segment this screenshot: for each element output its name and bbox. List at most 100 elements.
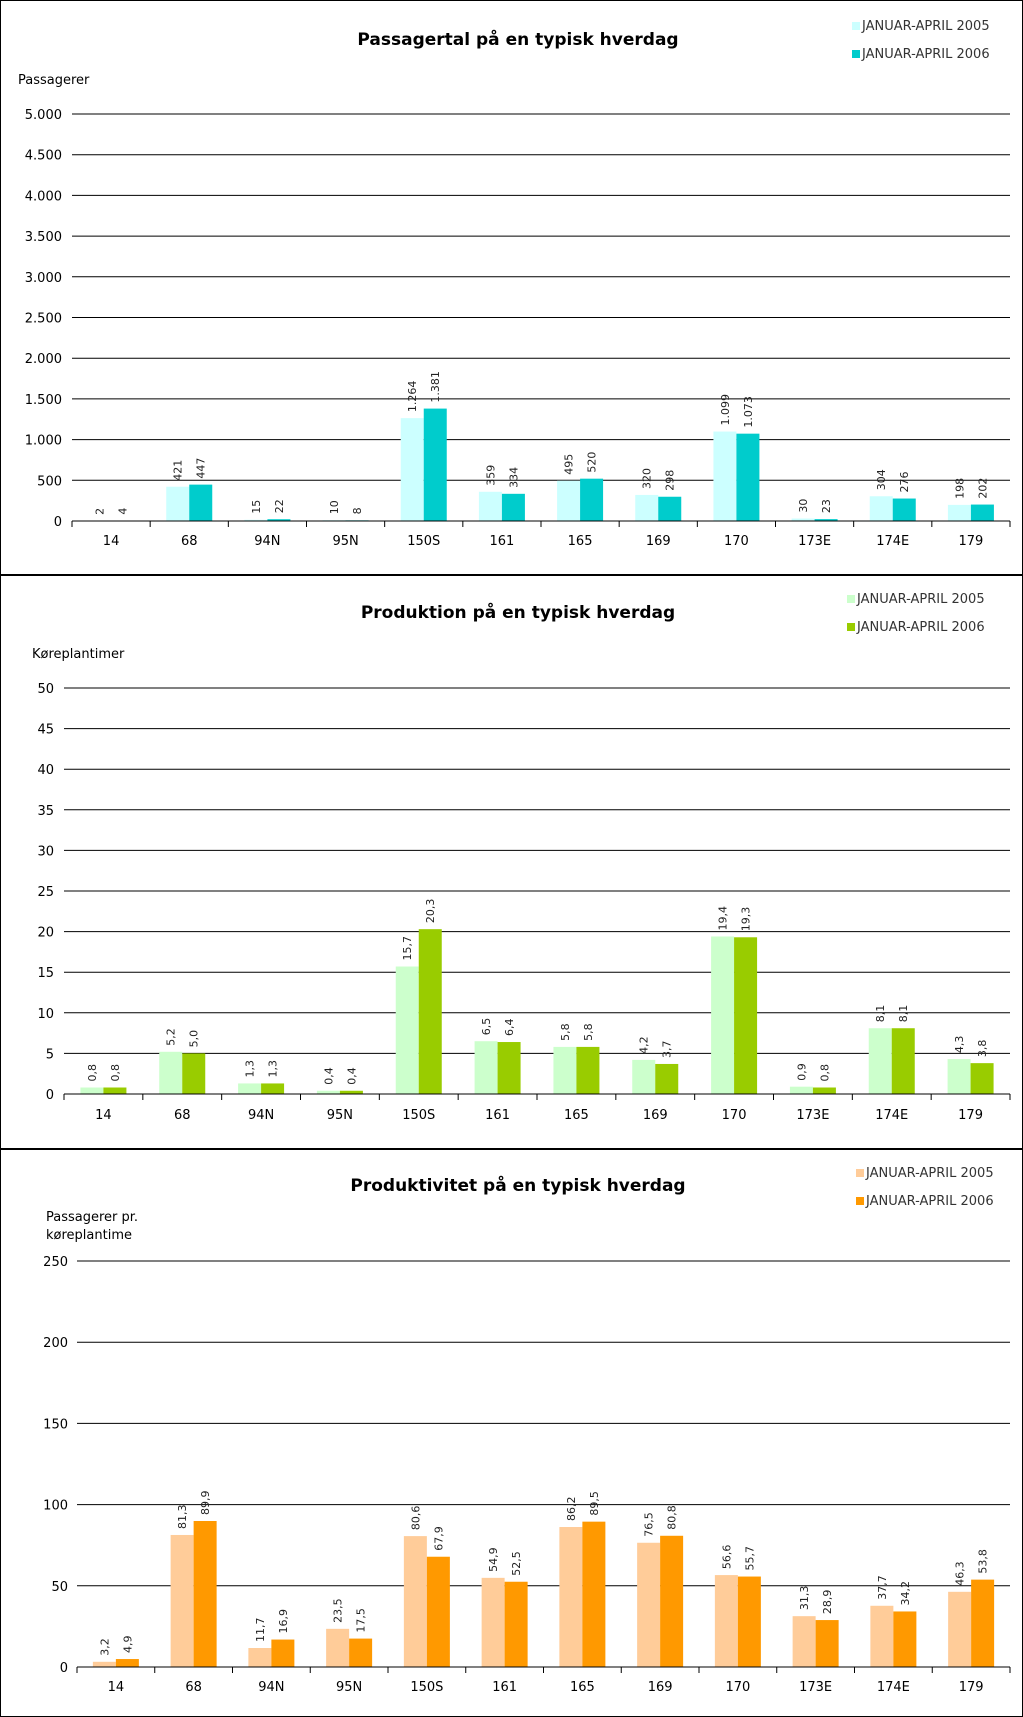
bar-2006-165 [580,478,604,521]
data-label: 1.381 [429,371,442,403]
x-category-label: 169 [643,1108,668,1123]
data-label: 5,0 [188,1030,201,1048]
data-label: 80,6 [409,1506,422,1531]
chart-passagertal: Passagertal på en typisk hverdag Passager… [0,0,1023,575]
x-category-label: 95N [327,1108,353,1123]
bar-2005-95n [316,1090,340,1094]
data-label: 8,1 [874,1005,887,1023]
bar-2005-169 [635,494,659,521]
data-label: 298 [664,470,677,491]
y-tick-label: 4.000 [25,189,62,204]
x-category-label: 173E [798,534,831,549]
data-label: 11,7 [254,1617,267,1642]
y-tick-label: 30 [37,844,54,859]
x-category-label: 174E [875,1108,908,1123]
data-label: 0,8 [818,1064,831,1082]
legend-swatch [856,1169,864,1177]
data-label: 3,2 [98,1638,111,1656]
data-label: 19,4 [717,906,730,931]
y-axis-label: Passagerer pr. [46,1210,138,1225]
x-category-label: 170 [724,534,749,549]
data-label: 3,7 [661,1040,674,1058]
y-tick-label: 0 [54,515,62,530]
data-label: 1,3 [244,1060,257,1077]
bar-2006-170 [737,1576,761,1667]
y-tick-label: 1.500 [25,393,62,408]
chart-title: Produktion på en typisk hverdag [361,601,675,623]
bar-2005-68 [166,486,190,521]
x-category-label: 95N [336,1680,362,1695]
bar-2005-94n [238,1083,262,1094]
bar-2005-14 [80,1087,104,1094]
bar-2005-179 [947,504,971,521]
data-label: 334 [507,467,520,488]
bar-2006-95n [349,1638,373,1667]
data-label: 1.099 [719,394,732,426]
bar-2006-94n [261,1083,285,1094]
y-tick-label: 1.000 [25,434,62,449]
data-label: 15 [250,500,263,514]
y-tick-label: 50 [37,682,54,697]
y-tick-label: 100 [43,1499,68,1514]
data-label: 359 [484,465,497,486]
y-tick-label: 250 [43,1255,68,1270]
bar-2005-68 [159,1051,183,1094]
data-label: 320 [641,468,654,489]
y-tick-label: 3.000 [25,271,62,286]
chart-title: Produktivitet på en typisk hverdag [350,1174,685,1196]
data-label: 54,9 [487,1547,500,1572]
x-category-label: 169 [648,1680,673,1695]
data-label: 53,8 [977,1549,990,1574]
x-category-label: 68 [181,534,198,549]
legend-label: JANUAR-APRIL 2006 [856,620,985,635]
bar-2006-170 [736,433,760,521]
y-axis-label: Køreplantimer [32,647,125,662]
y-tick-label: 45 [37,723,54,738]
bar-2006-173e [812,1087,836,1094]
legend-swatch [847,623,855,631]
x-category-label: 165 [570,1680,595,1695]
data-label: 30 [797,499,810,513]
x-category-label: 150S [402,1108,435,1123]
x-category-label: 68 [174,1108,191,1123]
data-label: 19,3 [740,907,753,932]
data-label: 4,2 [638,1036,651,1054]
x-category-label: 173E [799,1680,832,1695]
bar-2006-68 [182,1053,206,1094]
data-label: 67,9 [432,1526,445,1551]
x-category-label: 150S [407,534,440,549]
data-label: 0,8 [109,1064,122,1082]
bar-2005-170 [713,431,737,521]
bar-2006-14 [103,1087,127,1094]
bar-2005-161 [474,1041,498,1094]
y-tick-label: 3.500 [25,230,62,245]
chart-produktivitet-svg: Produktivitet på en typisk hverdag Passag… [0,1149,1023,1717]
x-category-label: 94N [254,534,280,549]
legend-label: JANUAR-APRIL 2006 [865,1194,994,1209]
bar-2005-95n [326,1628,350,1667]
y-tick-label: 0 [46,1088,54,1103]
bar-2005-161 [478,491,502,521]
legend-label: JANUAR-APRIL 2005 [865,1166,994,1181]
bar-2006-161 [497,1042,521,1094]
data-label: 1.264 [406,381,419,413]
bar-2006-169 [660,1535,684,1667]
y-tick-label: 0 [60,1661,68,1676]
bar-2005-179 [947,1059,971,1094]
legend-swatch [856,1197,864,1205]
data-label: 5,2 [165,1028,178,1046]
bar-2006-174e [893,1611,917,1667]
bar-2005-165 [559,1527,583,1667]
bar-2005-68 [170,1534,194,1667]
x-category-label: 14 [108,1680,125,1695]
chart-passagertal-svg: Passagertal på en typisk hverdag Passager… [0,0,1023,575]
data-label: 0,8 [86,1064,99,1082]
bar-2006-165 [582,1521,606,1667]
data-label: 89,5 [588,1491,601,1516]
legend-swatch [852,50,860,58]
data-label: 23,5 [332,1598,345,1623]
x-category-label: 161 [490,534,515,549]
y-tick-label: 40 [37,763,54,778]
bar-2006-179 [970,504,994,521]
